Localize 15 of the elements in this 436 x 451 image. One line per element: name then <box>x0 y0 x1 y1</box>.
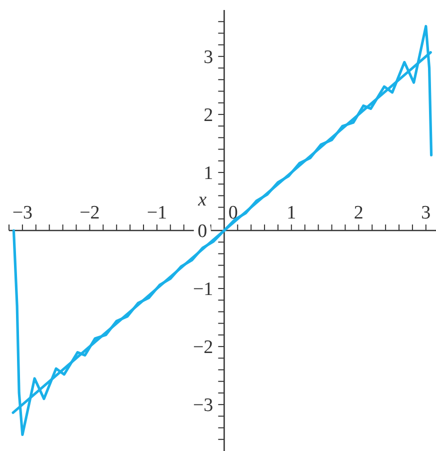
x-tick-label: 3 <box>421 202 431 224</box>
x-axis-title: x <box>197 190 208 210</box>
x-tick-label: −3 <box>12 202 33 224</box>
y-tick-label: 0 <box>198 221 208 242</box>
y-tick-label: −2 <box>192 337 214 358</box>
x-tick-label: 1 <box>286 202 296 224</box>
y-tick-label: 2 <box>204 105 214 126</box>
x-tick-label: −2 <box>80 202 100 224</box>
x-tick-label: 0 <box>228 202 238 224</box>
y-tick-label: −3 <box>192 395 214 416</box>
y-tick-label: −1 <box>192 279 214 300</box>
x-tick-label: −1 <box>146 202 168 224</box>
y-tick-label: 3 <box>204 47 214 68</box>
x-tick-label: 2 <box>354 202 364 224</box>
y-tick-label: 1 <box>204 163 214 184</box>
